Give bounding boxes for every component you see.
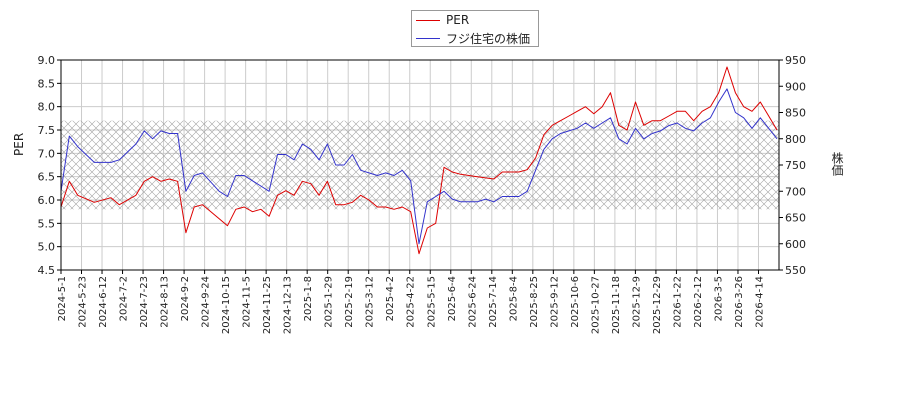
x-tick-label: 2025-3-12 bbox=[365, 276, 376, 328]
right-tick-label: 900 bbox=[785, 80, 806, 93]
right-tick-label: 750 bbox=[785, 159, 806, 172]
left-tick-label: 6.0 bbox=[38, 194, 56, 207]
right-tick-label: 600 bbox=[785, 238, 806, 251]
x-tick-label: 2025-12-29 bbox=[652, 276, 663, 334]
left-tick-label: 6.5 bbox=[38, 171, 56, 184]
x-tick-label: 2025-1-8 bbox=[303, 276, 314, 321]
x-tick-label: 2024-7-2 bbox=[119, 276, 130, 321]
legend: PER フジ住宅の株価 bbox=[411, 10, 539, 47]
x-tick-label: 2025-4-22 bbox=[406, 276, 417, 328]
x-tick-label: 2026-4-14 bbox=[754, 276, 765, 328]
x-tick-label: 2025-8-25 bbox=[529, 276, 540, 328]
x-tick-label: 2025-4-2 bbox=[385, 276, 396, 321]
x-tick-label: 2025-6-24 bbox=[467, 276, 478, 328]
series-line-price bbox=[60, 88, 778, 245]
left-tick-label: 9.0 bbox=[38, 54, 56, 67]
right-tick-label: 850 bbox=[785, 107, 806, 120]
x-axis-ticks: 2024-5-1 2024-5-23 2024-6-12 2024-7-2 2024-7… bbox=[57, 270, 765, 334]
legend-label-per: PER bbox=[446, 13, 470, 27]
left-tick-label: 5.0 bbox=[38, 241, 56, 254]
right-axis-ticks: 550 600 650 700 750 800 850 900 950 bbox=[779, 54, 806, 277]
right-tick-label: 800 bbox=[785, 133, 806, 146]
left-axis-ticks: 4.5 5.0 5.5 6.0 6.5 7.0 7.5 8.0 8.5 9.0 bbox=[38, 54, 61, 277]
legend-swatch-per bbox=[416, 19, 440, 21]
left-tick-label: 8.0 bbox=[38, 101, 56, 114]
right-axis-title: 株価 bbox=[830, 152, 844, 176]
right-tick-label: 700 bbox=[785, 185, 806, 198]
legend-label-price: フジ住宅の株価 bbox=[446, 31, 531, 46]
x-tick-label: 2024-11-25 bbox=[262, 276, 273, 334]
x-tick-label: 2026-3-26 bbox=[734, 276, 745, 328]
x-tick-label: 2026-1-22 bbox=[672, 276, 683, 328]
right-tick-label: 950 bbox=[785, 54, 806, 67]
x-tick-label: 2024-9-24 bbox=[201, 276, 212, 328]
x-tick-label: 2025-10-27 bbox=[590, 276, 601, 334]
x-tick-label: 2025-1-29 bbox=[324, 276, 335, 328]
x-tick-label: 2025-7-14 bbox=[488, 276, 499, 328]
left-tick-label: 4.5 bbox=[38, 264, 56, 277]
x-tick-label: 2025-10-6 bbox=[570, 276, 581, 328]
x-tick-label: 2024-8-13 bbox=[160, 276, 171, 328]
x-tick-label: 2025-9-12 bbox=[549, 276, 560, 328]
left-tick-label: 5.5 bbox=[38, 217, 56, 230]
legend-item-per: PER bbox=[416, 12, 469, 28]
x-tick-label: 2024-12-13 bbox=[283, 276, 294, 334]
x-tick-label: 2025-8-4 bbox=[508, 276, 519, 321]
series-line-per bbox=[60, 66, 778, 255]
left-tick-label: 7.0 bbox=[38, 147, 56, 160]
x-tick-label: 2024-6-12 bbox=[98, 276, 109, 328]
x-tick-label: 2026-2-12 bbox=[693, 276, 704, 328]
x-tick-label: 2024-7-23 bbox=[139, 276, 150, 328]
x-tick-label: 2026-3-5 bbox=[713, 276, 724, 321]
x-tick-label: 2024-11-5 bbox=[242, 276, 253, 328]
legend-item-price: フジ住宅の株価 bbox=[416, 30, 530, 46]
x-tick-label: 2025-12-9 bbox=[631, 276, 642, 328]
x-tick-label: 2024-9-2 bbox=[180, 276, 191, 321]
x-tick-label: 2025-5-15 bbox=[426, 276, 437, 328]
x-tick-label: 2024-10-15 bbox=[221, 276, 232, 334]
hatched-band bbox=[61, 120, 779, 210]
right-tick-label: 650 bbox=[785, 212, 806, 225]
x-tick-label: 2025-11-18 bbox=[611, 276, 622, 334]
x-tick-label: 2025-2-19 bbox=[344, 276, 355, 328]
legend-swatch-price bbox=[416, 37, 440, 39]
left-tick-label: 7.5 bbox=[38, 124, 56, 137]
right-tick-label: 550 bbox=[785, 264, 806, 277]
left-tick-label: 8.5 bbox=[38, 77, 56, 90]
left-axis-title: PER bbox=[12, 132, 26, 156]
series-lines bbox=[60, 66, 778, 255]
x-tick-label: 2025-6-4 bbox=[447, 276, 458, 321]
x-tick-label: 2024-5-23 bbox=[78, 276, 89, 328]
x-tick-label: 2024-5-1 bbox=[57, 276, 68, 321]
